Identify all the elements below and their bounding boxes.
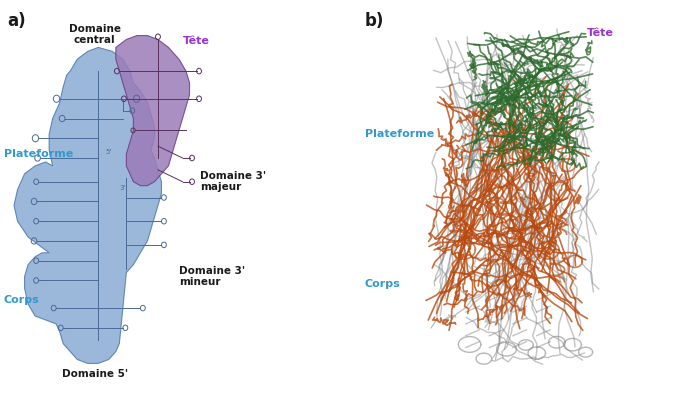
Text: Domaine
central: Domaine central (69, 24, 121, 45)
Text: Domaine 5': Domaine 5' (61, 369, 128, 379)
Text: a): a) (7, 12, 26, 30)
Text: 3': 3' (119, 184, 126, 191)
Text: Domaine 3'
mineur: Domaine 3' mineur (179, 266, 245, 287)
Polygon shape (14, 47, 161, 363)
Text: Corps: Corps (3, 295, 39, 305)
Text: Plateforme: Plateforme (364, 129, 434, 139)
Text: Corps: Corps (364, 279, 400, 290)
Polygon shape (116, 36, 190, 186)
Text: Tête: Tête (587, 28, 614, 38)
Text: b): b) (364, 12, 384, 30)
Text: 5': 5' (105, 149, 111, 155)
Text: Tête: Tête (183, 36, 210, 45)
Text: Plateforme: Plateforme (3, 149, 73, 159)
Text: Domaine 3'
majeur: Domaine 3' majeur (200, 171, 266, 192)
